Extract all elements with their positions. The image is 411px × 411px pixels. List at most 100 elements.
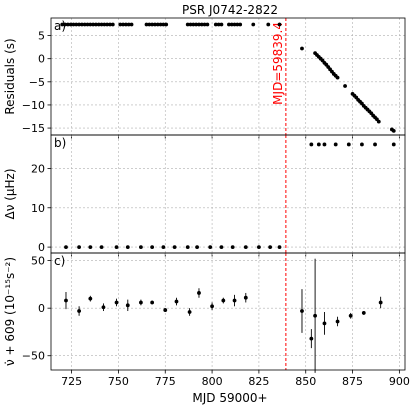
x-tick-label: 850 — [295, 375, 316, 388]
data-point — [161, 22, 166, 27]
data-point — [243, 245, 248, 250]
data-point — [361, 311, 366, 315]
data-point — [309, 142, 314, 147]
data-point — [163, 308, 168, 312]
data-point — [124, 22, 128, 27]
data-point — [197, 291, 201, 295]
y-tick-label: 0 — [38, 53, 45, 66]
data-point — [101, 305, 106, 310]
y-axis-label: ν̇ + 609 (10⁻¹⁵s⁻²) — [3, 257, 17, 366]
y-axis-label: Residuals (s) — [3, 38, 17, 114]
x-tick-label: 750 — [108, 375, 129, 388]
data-point — [108, 22, 112, 27]
data-point — [376, 119, 381, 124]
y-tick-label: −15 — [22, 122, 45, 135]
figure-title: PSR J0742-2822 — [182, 3, 278, 17]
data-point — [60, 22, 65, 27]
data-point — [268, 245, 273, 250]
x-tick-label: 775 — [155, 375, 176, 388]
y-tick-label: 5 — [38, 30, 45, 43]
data-point — [348, 313, 353, 318]
panel-frame — [50, 252, 406, 371]
data-point — [91, 22, 96, 27]
panel-label: c) — [54, 254, 65, 268]
x-tick-label: 875 — [342, 375, 363, 388]
panel-c: −50 0 50 ν̇ + 609 (10⁻¹⁵s⁻²) c) — [3, 252, 406, 374]
data-point — [161, 245, 166, 250]
y-tick-label: −5 — [29, 76, 45, 89]
data-point — [195, 245, 199, 250]
data-point — [316, 142, 321, 147]
data-point — [235, 22, 240, 27]
data-point — [126, 22, 131, 27]
data-point — [322, 142, 327, 147]
data-point — [68, 22, 73, 27]
data-point — [213, 22, 218, 27]
x-axis-label: MJD 59000+ — [192, 391, 267, 405]
x-tick-label: 800 — [202, 375, 223, 388]
data-point — [277, 245, 282, 250]
data-point — [94, 22, 98, 27]
data-point — [172, 245, 177, 250]
data-point — [360, 142, 364, 147]
data-point — [105, 22, 110, 27]
data-point — [243, 295, 248, 300]
data-point — [232, 298, 237, 303]
data-point — [191, 22, 196, 27]
panel-label: a) — [54, 19, 66, 33]
data-point — [378, 300, 383, 305]
data-point — [77, 245, 81, 250]
y-axis-label: Δν (μHz) — [3, 168, 17, 219]
data-point — [300, 309, 304, 313]
panel-a: −15 −10 −5 0 5 Residuals (s) MJD=59839.4 a) — [3, 17, 406, 139]
data-point — [164, 22, 169, 27]
y-tick-label: −10 — [22, 99, 45, 112]
data-point — [85, 22, 90, 27]
data-point — [153, 22, 157, 27]
data-point — [185, 245, 190, 250]
data-point — [125, 303, 130, 308]
x-tick-label: 900 — [389, 375, 410, 388]
data-point — [121, 22, 126, 27]
data-point — [229, 22, 234, 27]
data-point — [102, 22, 107, 27]
y-tick-label: 0 — [38, 241, 45, 254]
data-point — [197, 22, 201, 27]
data-point — [313, 313, 317, 318]
y-tick-label: 20 — [31, 162, 45, 175]
data-point — [174, 299, 179, 304]
data-point — [309, 336, 314, 341]
data-point — [373, 142, 377, 147]
data-point — [188, 22, 193, 27]
y-tick-label: −50 — [22, 350, 45, 363]
data-point — [219, 245, 224, 250]
data-point — [114, 300, 119, 305]
panel-label: b) — [54, 136, 66, 150]
data-point — [147, 22, 152, 27]
data-point — [80, 22, 84, 27]
data-point — [277, 22, 282, 27]
data-point — [199, 22, 204, 27]
data-point — [185, 22, 190, 27]
data-point — [221, 298, 226, 303]
data-point — [139, 300, 143, 305]
data-point — [150, 22, 155, 27]
data-point — [194, 22, 199, 27]
y-tick-label: 0 — [38, 302, 45, 315]
data-point — [63, 22, 67, 27]
data-point — [300, 46, 304, 51]
data-point — [150, 245, 155, 250]
data-point — [139, 245, 143, 250]
data-point — [144, 22, 149, 27]
data-point — [322, 321, 327, 326]
data-point — [110, 22, 115, 27]
data-point — [346, 142, 351, 147]
data-point — [227, 22, 231, 27]
data-point — [99, 22, 104, 27]
x-tick-label: 825 — [248, 375, 269, 388]
data-point — [219, 22, 224, 27]
data-point — [158, 22, 163, 27]
panel-b: 0 10 20 Δν (μHz) b) — [3, 134, 406, 257]
